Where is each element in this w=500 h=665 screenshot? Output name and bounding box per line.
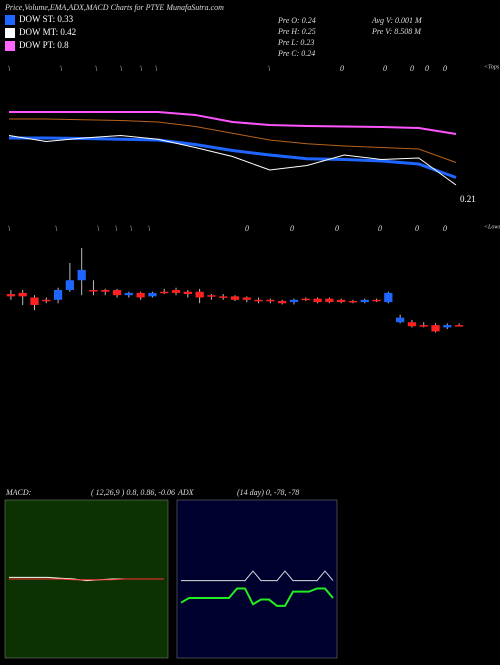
panel — [176, 499, 338, 659]
low-marker: \ — [130, 224, 132, 233]
series-line — [9, 136, 457, 179]
candle-body — [101, 290, 110, 292]
top-marker: \ — [95, 64, 97, 73]
top-marker: \ — [120, 64, 122, 73]
panel-title: MACD: — [5, 488, 32, 497]
legend-swatch — [5, 41, 15, 51]
candle-body — [183, 291, 192, 295]
panel-subtitle: (14 day) 0, -78, -78 — [237, 488, 299, 497]
series-line — [9, 110, 457, 135]
candle-body — [195, 291, 204, 298]
low-marker: 0 — [335, 224, 339, 233]
top-marker: 0 — [443, 64, 447, 73]
candle-body — [396, 317, 405, 323]
low-marker: \ — [148, 224, 150, 233]
info: Pre L: 0.23 — [277, 38, 314, 47]
candle-body — [313, 298, 322, 303]
candle-body — [254, 299, 263, 302]
candle-body — [242, 297, 251, 300]
top-marker: 0 — [340, 64, 344, 73]
candle-body — [136, 292, 145, 298]
candle-body — [18, 292, 27, 297]
candle-body — [230, 296, 240, 300]
top-marker: \ — [268, 64, 270, 73]
candle-body — [42, 299, 51, 302]
legend-swatch — [5, 28, 15, 38]
candle-body — [89, 290, 98, 292]
panel-subtitle: ( 12,26,9 ) 0.8, 0.86, -0.06 — [91, 488, 175, 497]
legend-label: DOW ST: 0.33 — [19, 14, 74, 24]
candle-body — [384, 292, 393, 303]
candle-body — [278, 300, 287, 304]
candle-body — [112, 290, 122, 296]
series-line — [8, 134, 457, 186]
y-tick-label: 0.21 — [460, 194, 476, 204]
series-line — [9, 578, 164, 581]
candle-body — [266, 299, 275, 302]
top-marker: 0 — [383, 64, 387, 73]
candle-body — [219, 296, 228, 298]
panel-title: ADX — [177, 488, 195, 497]
candle-body — [207, 295, 216, 297]
candle-body — [372, 299, 381, 302]
candle-body — [454, 325, 464, 327]
low-marker: \ — [8, 224, 10, 233]
top-marker: \ — [8, 64, 10, 73]
header-title: Price,Volume,EMA,ADX,MACD Charts for PTY… — [4, 3, 224, 12]
lows-label: <Lows — [484, 224, 500, 230]
top-marker: 0 — [425, 64, 429, 73]
top-marker: 0 — [410, 64, 414, 73]
candle-body — [53, 290, 63, 300]
candle-body — [337, 299, 346, 303]
candle-body — [30, 297, 39, 305]
candle-body — [325, 298, 334, 303]
info: Pre H: 0.25 — [277, 27, 316, 36]
info: Pre O: 0.24 — [277, 16, 316, 25]
candle-body — [443, 325, 452, 328]
candle-body — [148, 292, 157, 297]
candle-body — [124, 292, 133, 296]
low-marker: 0 — [443, 224, 447, 233]
candle-body — [160, 291, 169, 294]
candle-body — [77, 269, 86, 281]
top-marker: \ — [60, 64, 62, 73]
candle-body — [360, 299, 369, 303]
candle-body — [419, 325, 428, 327]
low-marker: \ — [115, 224, 117, 233]
low-marker: 0 — [245, 224, 249, 233]
top-marker: \ — [155, 64, 157, 73]
legend-label: DOW PT: 0.8 — [19, 40, 69, 50]
candle-body — [289, 299, 299, 303]
candle-body — [407, 322, 417, 327]
series-line — [9, 118, 457, 163]
low-marker: \ — [97, 224, 99, 233]
tops-label: <Tops — [484, 64, 500, 70]
legend-swatch — [5, 15, 15, 25]
legend-label: DOW MT: 0.42 — [19, 27, 76, 37]
info: Avg V: 0.001 M — [371, 16, 423, 25]
low-marker: 0 — [415, 224, 419, 233]
candle-body — [348, 300, 358, 303]
low-marker: 0 — [378, 224, 382, 233]
top-marker: \ — [140, 64, 142, 73]
low-marker: \ — [55, 224, 57, 233]
candle-body — [65, 280, 74, 291]
series-line — [180, 587, 334, 607]
candle-body — [6, 294, 16, 297]
low-marker: 0 — [290, 224, 294, 233]
info: Pre C: 0.24 — [277, 49, 315, 58]
candle-body — [171, 290, 181, 293]
candle-body — [301, 298, 310, 301]
series-line — [181, 570, 334, 582]
info: Pre V: 8.508 M — [371, 27, 422, 36]
candle-body — [431, 325, 440, 332]
